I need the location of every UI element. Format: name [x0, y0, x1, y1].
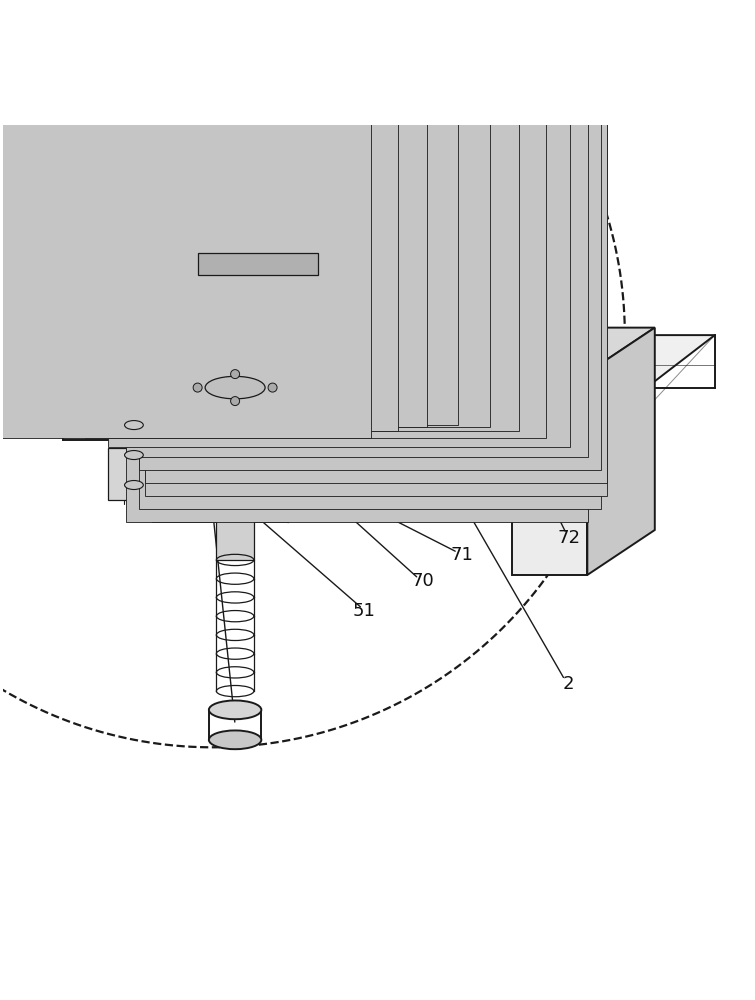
Polygon shape [334, 449, 347, 463]
Polygon shape [137, 373, 213, 500]
Polygon shape [265, 449, 279, 463]
FancyBboxPatch shape [0, 0, 371, 438]
FancyBboxPatch shape [0, 0, 427, 427]
Ellipse shape [156, 481, 172, 493]
Ellipse shape [378, 481, 395, 493]
Text: 72: 72 [557, 529, 580, 547]
Circle shape [230, 397, 239, 406]
Ellipse shape [180, 481, 197, 493]
Polygon shape [317, 449, 330, 463]
FancyBboxPatch shape [139, 11, 601, 470]
Polygon shape [455, 449, 468, 463]
Ellipse shape [205, 376, 265, 399]
Circle shape [230, 370, 239, 379]
Ellipse shape [328, 481, 345, 493]
Ellipse shape [403, 481, 420, 493]
Polygon shape [524, 449, 537, 463]
Polygon shape [351, 449, 365, 463]
Ellipse shape [209, 700, 261, 719]
Ellipse shape [125, 451, 143, 460]
Polygon shape [386, 449, 399, 463]
Ellipse shape [183, 367, 288, 408]
FancyBboxPatch shape [139, 51, 601, 509]
Text: 71: 71 [450, 546, 473, 564]
Polygon shape [137, 343, 257, 373]
FancyBboxPatch shape [126, 0, 588, 457]
Ellipse shape [428, 481, 444, 493]
Polygon shape [472, 449, 485, 463]
Polygon shape [403, 449, 417, 463]
Ellipse shape [125, 481, 143, 490]
Ellipse shape [70, 193, 385, 328]
Polygon shape [63, 335, 715, 410]
Polygon shape [513, 373, 587, 575]
Circle shape [193, 383, 202, 392]
FancyBboxPatch shape [146, 38, 607, 496]
Polygon shape [153, 463, 587, 474]
Polygon shape [153, 373, 332, 403]
Polygon shape [70, 260, 385, 279]
Text: 1: 1 [510, 186, 522, 204]
FancyBboxPatch shape [0, 0, 458, 425]
Ellipse shape [230, 481, 246, 493]
FancyBboxPatch shape [57, 0, 519, 431]
Polygon shape [198, 253, 318, 275]
Polygon shape [507, 449, 520, 463]
Ellipse shape [125, 421, 143, 430]
Circle shape [268, 383, 277, 392]
FancyBboxPatch shape [0, 0, 398, 431]
Polygon shape [63, 410, 618, 440]
Polygon shape [513, 328, 655, 373]
Polygon shape [108, 448, 168, 500]
Polygon shape [300, 449, 313, 463]
Polygon shape [282, 449, 296, 463]
Polygon shape [164, 459, 202, 481]
Ellipse shape [353, 481, 370, 493]
Polygon shape [288, 373, 332, 522]
FancyBboxPatch shape [108, 0, 569, 447]
FancyBboxPatch shape [146, 24, 607, 483]
FancyBboxPatch shape [28, 0, 489, 427]
Polygon shape [213, 343, 257, 500]
Polygon shape [587, 328, 655, 575]
Polygon shape [164, 451, 217, 459]
Polygon shape [217, 515, 254, 560]
FancyBboxPatch shape [126, 63, 588, 522]
FancyBboxPatch shape [85, 0, 547, 438]
Ellipse shape [279, 481, 296, 493]
Text: 73: 73 [392, 201, 414, 219]
Ellipse shape [452, 481, 469, 493]
Ellipse shape [477, 481, 494, 493]
Ellipse shape [205, 481, 222, 493]
Ellipse shape [304, 481, 321, 493]
Text: 51: 51 [353, 602, 375, 620]
Ellipse shape [209, 730, 261, 749]
Text: 2: 2 [563, 675, 575, 693]
Polygon shape [190, 193, 452, 215]
Polygon shape [153, 474, 542, 493]
Polygon shape [421, 449, 433, 463]
Ellipse shape [254, 481, 271, 493]
Polygon shape [153, 403, 288, 522]
Text: 74: 74 [239, 203, 261, 221]
Text: 50: 50 [165, 167, 188, 185]
Text: 70: 70 [411, 572, 434, 590]
Polygon shape [437, 449, 451, 463]
Polygon shape [489, 449, 503, 463]
Polygon shape [368, 449, 382, 463]
